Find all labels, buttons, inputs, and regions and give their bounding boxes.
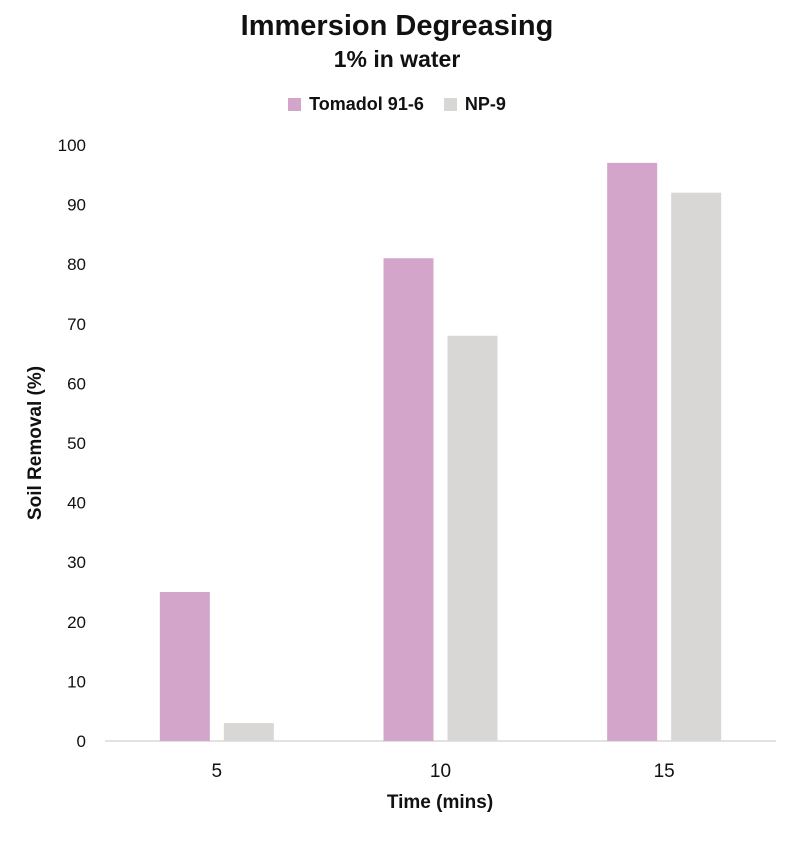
chart-title: Immersion Degreasing xyxy=(240,10,554,42)
y-tick-label: 20 xyxy=(67,613,86,632)
y-tick-label: 10 xyxy=(67,672,86,691)
y-tick-label: 50 xyxy=(67,434,86,453)
legend-item-tomadol: Tomadol 91-6 xyxy=(288,94,424,115)
x-axis-title: Time (mins) xyxy=(387,792,493,813)
bar-tomadol-91-6-5 xyxy=(159,592,210,741)
legend-swatch-np9 xyxy=(443,98,457,111)
y-tick-label: 0 xyxy=(77,732,86,751)
bar-np-9-15 xyxy=(671,192,722,741)
y-tick-label: 40 xyxy=(67,494,86,513)
y-tick-label: 70 xyxy=(67,315,86,334)
y-axis: 0 10 20 30 40 50 60 70 80 90 100 xyxy=(58,136,86,751)
x-tick-label: 10 xyxy=(430,761,451,782)
x-axis: 5 10 15 xyxy=(212,761,675,782)
y-tick-label: 80 xyxy=(67,255,86,274)
y-tick-label: 100 xyxy=(58,136,86,155)
legend-item-np9: NP-9 xyxy=(443,94,506,115)
bar-np-9-5 xyxy=(223,723,274,741)
chart-legend: Tomadol 91-6 NP-9 xyxy=(0,94,794,115)
y-tick-label: 60 xyxy=(67,374,86,393)
bar-group xyxy=(159,162,722,741)
y-tick-label: 30 xyxy=(67,553,86,572)
bar-tomadol-91-6-10 xyxy=(383,258,434,741)
bar-tomadol-91-6-15 xyxy=(607,162,658,741)
x-tick-label: 5 xyxy=(212,761,223,782)
x-tick-label: 15 xyxy=(654,761,675,782)
legend-label-np9: NP-9 xyxy=(464,94,506,114)
chart-subtitle: 1% in water xyxy=(333,46,461,72)
legend-swatch-tomadol xyxy=(288,98,302,111)
y-axis-title: Soil Removal (%) xyxy=(25,366,46,520)
legend-label-tomadol: Tomadol 91-6 xyxy=(309,94,424,114)
y-tick-label: 90 xyxy=(67,196,86,215)
bar-np-9-10 xyxy=(447,335,498,741)
